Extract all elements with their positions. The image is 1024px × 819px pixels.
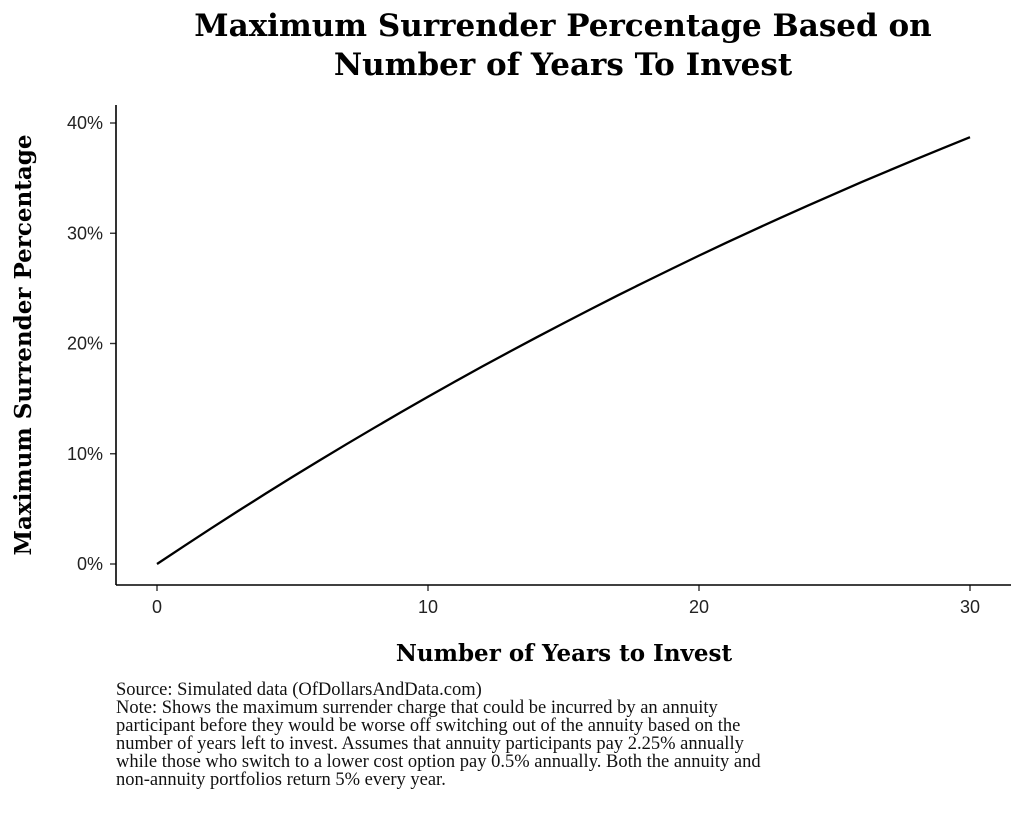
series-line [156, 136, 971, 565]
y-tick-label: 20% [67, 334, 103, 354]
caption-note-line-1: Note: Shows the maximum surrender charge… [116, 698, 718, 718]
x-tick-label: 0 [152, 597, 162, 617]
y-tick-label: 10% [67, 444, 103, 464]
x-axis-title: Number of Years to Invest [396, 640, 733, 667]
y-axis-ticks: 0% 10% 20% 30% 40% [67, 113, 116, 574]
chart-title-line-2: Number of Years To Invest [334, 47, 793, 83]
y-axis-title: Maximum Surrender Percentage [10, 134, 37, 555]
x-tick-label: 30 [960, 597, 980, 617]
x-tick-label: 20 [689, 597, 709, 617]
x-axis-ticks: 0 10 20 30 [152, 585, 980, 617]
y-tick-label: 40% [67, 113, 103, 133]
line-chart: Maximum Surrender Percentage Based on Nu… [10, 8, 1011, 667]
caption-note-line-5: non-annuity portfolios return 5% every y… [116, 770, 446, 790]
chart-title-line-1: Maximum Surrender Percentage Based on [194, 8, 931, 44]
caption-note-line-4: while those who switch to a lower cost o… [116, 752, 761, 772]
y-tick-label: 0% [77, 554, 103, 574]
y-tick-label: 30% [67, 223, 103, 243]
caption-source: Source: Simulated data (OfDollarsAndData… [116, 680, 482, 700]
caption-note-line-2: participant before they would be worse o… [116, 716, 741, 736]
caption-note-line-3: number of years left to invest. Assumes … [116, 734, 744, 754]
x-tick-label: 10 [418, 597, 438, 617]
chart-caption: Source: Simulated data (OfDollarsAndData… [116, 680, 996, 790]
